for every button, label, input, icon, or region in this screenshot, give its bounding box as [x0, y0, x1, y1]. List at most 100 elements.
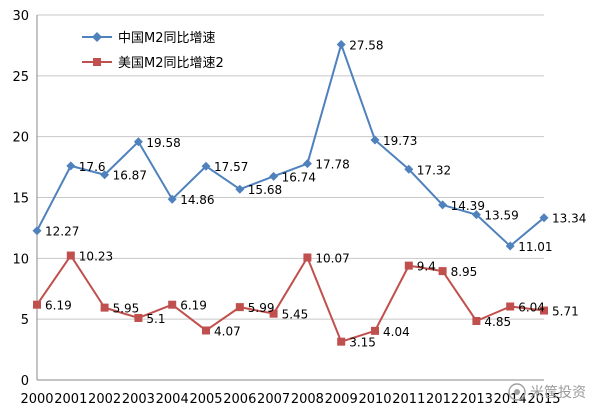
data-point-china — [66, 161, 76, 171]
x-tick-label: 2015 — [527, 392, 560, 407]
x-tick-label: 2008 — [291, 392, 324, 407]
watermark-logo-icon — [508, 383, 526, 401]
data-point-china — [336, 39, 346, 49]
series-line-us — [36, 254, 545, 343]
data-point-china — [201, 161, 211, 171]
data-point-china — [235, 184, 245, 194]
x-tick-label: 2005 — [189, 392, 222, 407]
y-tick-label: 10 — [12, 252, 29, 267]
data-point-china — [32, 226, 42, 236]
x-tick-label: 2013 — [460, 392, 493, 407]
gridlines — [37, 14, 544, 320]
y-tick-label: 0 — [21, 374, 29, 389]
data-label-china: 17.57 — [214, 160, 248, 174]
legend-entry-china: 中国M2同比增速 — [82, 31, 216, 46]
data-label-china: 17.78 — [315, 158, 349, 172]
x-tick-label: 2000 — [20, 392, 53, 407]
x-tick-label: 2002 — [88, 392, 121, 407]
data-point-us — [438, 267, 447, 276]
data-point-us — [66, 251, 75, 260]
data-label-us: 8.95 — [451, 265, 478, 279]
data-point-us — [235, 303, 244, 312]
data-label-us: 5.71 — [552, 305, 579, 319]
y-tick-label: 5 — [21, 313, 29, 328]
data-label-us: 6.19 — [180, 299, 207, 313]
x-tick-label: 2007 — [257, 392, 290, 407]
data-label-china: 16.87 — [113, 169, 147, 183]
data-label-us: 6.19 — [45, 299, 72, 313]
y-tick-label: 20 — [12, 131, 29, 146]
data-label-china: 14.86 — [180, 193, 214, 207]
data-point-us — [506, 302, 515, 311]
x-tick-label: 2012 — [426, 392, 459, 407]
data-point-china — [269, 171, 279, 181]
data-label-china: 16.74 — [282, 170, 316, 184]
data-point-china — [471, 210, 481, 220]
data-labels: 12.2717.616.8719.5814.8617.5715.6816.741… — [45, 38, 586, 349]
data-label-us: 3.15 — [349, 336, 376, 350]
data-label-china: 27.58 — [349, 38, 383, 52]
legend-label-us: 美国M2同比增速2 — [118, 56, 224, 71]
legend: 中国M2同比增速 美国M2同比增速2 — [82, 31, 224, 71]
data-point-china — [438, 200, 448, 210]
data-label-us: 4.04 — [383, 325, 410, 339]
data-point-china — [505, 241, 515, 251]
data-label-us: 5.45 — [282, 308, 309, 322]
legend-marker-us — [93, 58, 101, 66]
series-group — [32, 39, 549, 346]
x-tick-label: 2006 — [223, 392, 256, 407]
legend-marker-china — [92, 32, 102, 42]
x-tick-label: 2001 — [54, 392, 87, 407]
data-point-us — [134, 313, 143, 322]
x-tick-label: 2004 — [156, 392, 189, 407]
x-tick-label: 2014 — [494, 392, 527, 407]
data-label-china: 13.34 — [552, 212, 586, 226]
watermark-text: 米筐投资 — [530, 384, 586, 401]
watermark-logo-inner-icon — [514, 389, 520, 395]
x-tick-label: 2009 — [325, 392, 358, 407]
data-label-china: 13.59 — [484, 209, 518, 223]
data-point-china — [404, 164, 414, 174]
data-label-china: 11.01 — [518, 240, 552, 254]
data-label-us: 9.4 — [417, 260, 436, 274]
data-label-us: 5.95 — [113, 302, 140, 316]
data-label-china: 17.32 — [417, 163, 451, 177]
watermark: 米筐投资 — [508, 383, 586, 401]
data-label-china: 14.39 — [451, 199, 485, 213]
y-tick-label: 25 — [12, 70, 29, 85]
x-tick-label: 2010 — [358, 392, 391, 407]
data-label-china: 19.58 — [146, 136, 180, 150]
legend-entry-us: 美国M2同比增速2 — [82, 56, 224, 71]
y-tick-label: 15 — [12, 192, 29, 207]
data-label-us: 5.1 — [146, 312, 165, 326]
y-axis-tick-labels: 0 5 10 15 20 25 30 — [12, 9, 29, 389]
data-point-us — [472, 316, 481, 325]
data-label-us: 4.07 — [214, 324, 241, 338]
data-point-us — [540, 306, 548, 315]
axes — [36, 15, 544, 381]
data-label-us: 10.23 — [79, 250, 113, 264]
x-tick-label: 2011 — [392, 392, 425, 407]
data-point-china — [133, 137, 143, 147]
data-point-china — [539, 213, 549, 223]
x-axis-tick-labels: 2000 2001 2002 2003 2004 2005 2006 2007 2008 2009… — [20, 392, 560, 407]
data-point-us — [404, 261, 413, 270]
data-point-us — [371, 326, 379, 335]
legend-label-china: 中国M2同比增速 — [118, 31, 216, 46]
data-label-us: 10.07 — [315, 251, 349, 265]
data-label-us: 4.85 — [484, 315, 511, 329]
data-point-china — [302, 159, 312, 169]
data-point-us — [100, 303, 109, 312]
data-point-us — [269, 309, 278, 318]
x-tick-label: 2003 — [122, 392, 155, 407]
data-point-china — [100, 170, 110, 180]
data-point-china — [370, 135, 380, 145]
data-label-china: 19.73 — [383, 134, 417, 148]
data-point-us — [303, 253, 312, 262]
data-label-us: 6.04 — [518, 301, 545, 315]
data-label-china: 17.6 — [79, 160, 106, 174]
data-point-china — [167, 194, 177, 204]
data-point-us — [33, 300, 41, 309]
data-point-us — [168, 300, 177, 309]
